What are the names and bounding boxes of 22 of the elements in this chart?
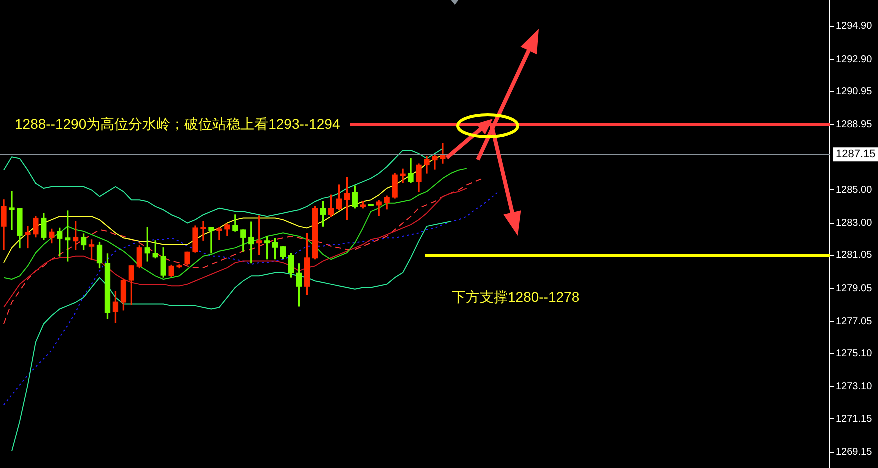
y-tick-label: 1285.00	[836, 184, 873, 196]
y-tick-label: 1269.15	[836, 447, 873, 458]
candlestick	[200, 221, 206, 241]
y-tick-label: 1277.05	[836, 316, 873, 328]
ref-line-label: 1287.15	[836, 148, 876, 161]
y-tick-label: 1271.15	[836, 414, 873, 425]
annotation: 1288--1290为高位分水岭；破位站稳上看1293--1294	[15, 116, 340, 132]
y-tick-label: 1290.95	[836, 86, 873, 98]
candlestick	[208, 227, 214, 254]
candlestick	[216, 227, 222, 240]
annotation: 下方支撑1280--1278	[452, 288, 580, 305]
candlestick	[25, 226, 31, 249]
candlestick	[400, 168, 406, 184]
y-tick-label: 1294.90	[836, 21, 873, 32]
y-tick-label: 1283.00	[836, 218, 873, 229]
y-tick-label: 1281.05	[836, 250, 873, 262]
candlestick	[9, 191, 15, 230]
y-tick-label: 1292.90	[836, 54, 873, 66]
y-tick-label: 1275.10	[836, 348, 873, 360]
y-tick-label: 1279.05	[836, 283, 873, 294]
y-tick-label: 1288.95	[836, 120, 873, 131]
y-tick-label: 1273.10	[836, 382, 873, 393]
